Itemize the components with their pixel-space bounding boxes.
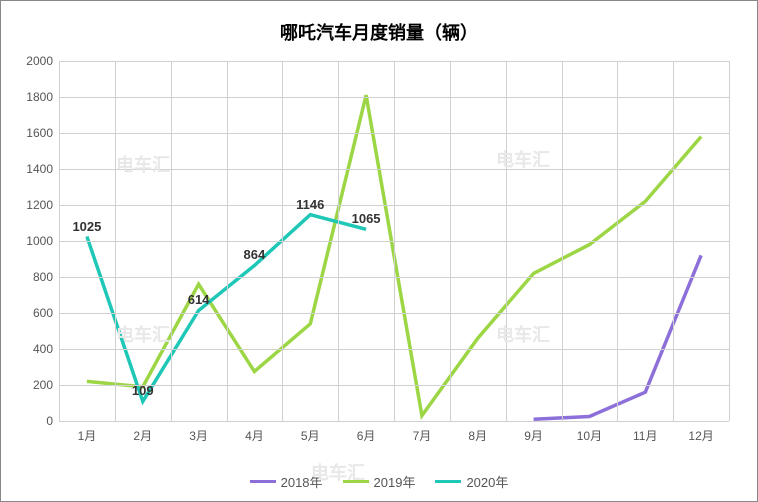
gridline <box>729 61 730 421</box>
legend-item: 2019年 <box>343 472 416 491</box>
gridline <box>338 61 339 421</box>
y-tick-label: 600 <box>33 306 59 320</box>
gridline <box>227 61 228 421</box>
y-tick-label: 1600 <box>26 126 59 140</box>
data-label: 864 <box>244 247 266 262</box>
legend-label: 2019年 <box>374 472 416 491</box>
gridline <box>673 61 674 421</box>
gridline <box>562 61 563 421</box>
y-tick-label: 1000 <box>26 234 59 248</box>
x-tick-label: 10月 <box>577 421 602 444</box>
gridline <box>282 61 283 421</box>
gridline <box>394 61 395 421</box>
legend-item: 2018年 <box>250 472 323 491</box>
gridline <box>171 61 172 421</box>
data-label: 614 <box>188 292 210 307</box>
chart-container: 哪吒汽车月度销量（辆） 0200400600800100012001400160… <box>0 0 758 502</box>
gridline <box>59 421 729 422</box>
gridline <box>450 61 451 421</box>
legend: 2018年 2019年 2020年 <box>1 471 757 491</box>
legend-swatch <box>435 480 461 483</box>
y-tick-label: 0 <box>46 414 59 428</box>
x-tick-label: 7月 <box>413 421 432 444</box>
legend-item: 2020年 <box>435 472 508 491</box>
x-tick-label: 6月 <box>357 421 376 444</box>
data-label: 1025 <box>72 219 101 234</box>
data-label: 1146 <box>296 197 324 212</box>
x-tick-label: 1月 <box>78 421 97 444</box>
data-label: 109 <box>132 383 154 398</box>
x-tick-label: 2月 <box>133 421 152 444</box>
gridline <box>506 61 507 421</box>
y-tick-label: 400 <box>33 342 59 356</box>
legend-label: 2020年 <box>466 472 508 491</box>
gridline <box>617 61 618 421</box>
x-tick-label: 4月 <box>245 421 264 444</box>
x-tick-label: 11月 <box>633 421 657 444</box>
x-tick-label: 9月 <box>524 421 543 444</box>
x-tick-label: 12月 <box>688 421 713 444</box>
y-tick-label: 200 <box>33 378 59 392</box>
data-label: 1065 <box>352 211 381 226</box>
legend-label: 2018年 <box>281 472 323 491</box>
y-tick-label: 1400 <box>26 162 59 176</box>
legend-swatch <box>343 480 369 483</box>
plot-area: 02004006008001000120014001600180020001月2… <box>59 61 729 421</box>
gridline <box>115 61 116 421</box>
y-tick-label: 2000 <box>26 54 59 68</box>
legend-swatch <box>250 480 276 483</box>
y-tick-label: 1800 <box>26 90 59 104</box>
y-tick-label: 1200 <box>26 198 59 212</box>
x-tick-label: 3月 <box>189 421 208 444</box>
y-tick-label: 800 <box>33 270 59 284</box>
chart-title: 哪吒汽车月度销量（辆） <box>1 1 757 45</box>
x-tick-label: 8月 <box>468 421 487 444</box>
x-tick-label: 5月 <box>301 421 320 444</box>
gridline <box>59 61 60 421</box>
